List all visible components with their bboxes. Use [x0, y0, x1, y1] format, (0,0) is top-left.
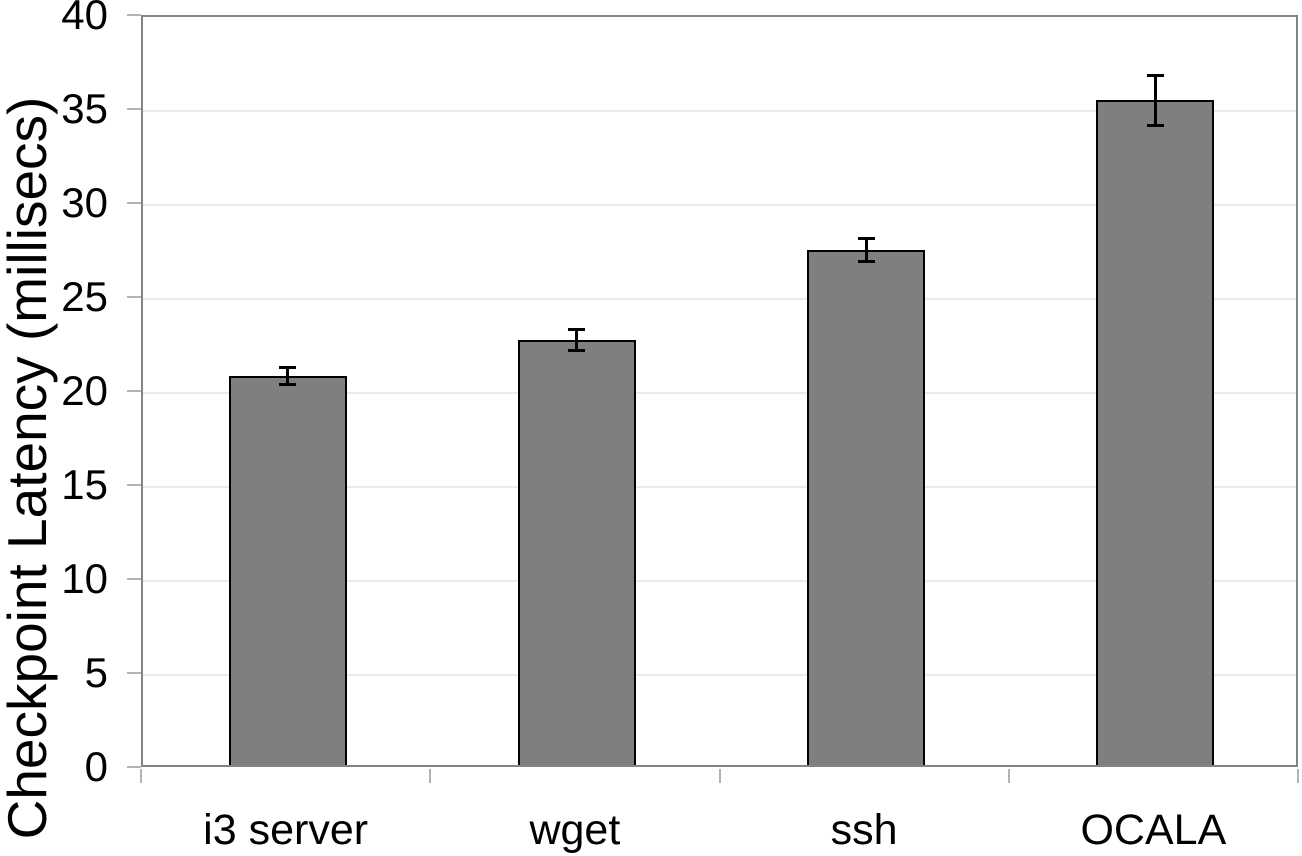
y-tick-label: 30: [61, 179, 108, 226]
error-bar-stem: [1153, 75, 1157, 126]
y-axis-tick: [127, 672, 141, 674]
bar: [1096, 100, 1215, 765]
x-category-label: wget: [529, 806, 621, 854]
y-axis-tick: [127, 296, 141, 298]
y-axis-tick: [127, 766, 141, 768]
x-axis-tick: [1297, 769, 1299, 783]
gridline: [143, 298, 1296, 300]
y-axis-tick: [127, 14, 141, 16]
bar: [517, 340, 636, 765]
error-bar-cap-bottom: [857, 259, 875, 263]
gridline: [143, 580, 1296, 582]
error-bar-stem: [864, 238, 868, 262]
error-bar-cap-top: [1146, 73, 1164, 77]
bar: [228, 375, 347, 765]
error-bar-cap-bottom: [568, 348, 586, 352]
y-tick-label: 10: [61, 555, 108, 602]
error-bar-cap-bottom: [1146, 124, 1164, 128]
y-tick-label: 20: [61, 367, 108, 414]
y-tick-label: 35: [61, 85, 108, 132]
error-bar-cap-top: [857, 237, 875, 241]
error-bar-stem: [575, 329, 579, 351]
error-bar-stem: [286, 367, 290, 385]
x-category-label: i3 server: [203, 806, 369, 854]
y-tick-label: 25: [61, 273, 108, 320]
gridline: [143, 204, 1296, 206]
error-bar-cap-top: [568, 328, 586, 332]
error-bar-cap-bottom: [279, 382, 297, 386]
gridline: [143, 392, 1296, 394]
x-axis-tick: [140, 769, 142, 783]
gridline: [143, 110, 1296, 112]
y-axis-tick: [127, 390, 141, 392]
gridline: [143, 674, 1296, 676]
x-axis-tick: [1007, 769, 1010, 783]
bar: [807, 249, 926, 765]
x-category-label: ssh: [830, 806, 898, 854]
x-axis-tick: [429, 769, 432, 783]
x-category-label: OCALA: [1080, 806, 1227, 854]
y-tick-label: 5: [84, 649, 108, 696]
y-tick-label: 0: [84, 743, 108, 790]
y-axis-tick: [127, 108, 141, 110]
y-axis-tick: [127, 202, 141, 204]
error-bar-cap-top: [279, 365, 297, 369]
plot-area: [141, 15, 1298, 767]
y-axis-tick: [127, 484, 141, 486]
gridline: [143, 486, 1296, 488]
y-tick-label: 40: [61, 0, 108, 38]
y-axis-tick: [127, 578, 141, 580]
y-tick-label: 15: [61, 461, 108, 508]
x-axis-tick: [718, 769, 721, 783]
